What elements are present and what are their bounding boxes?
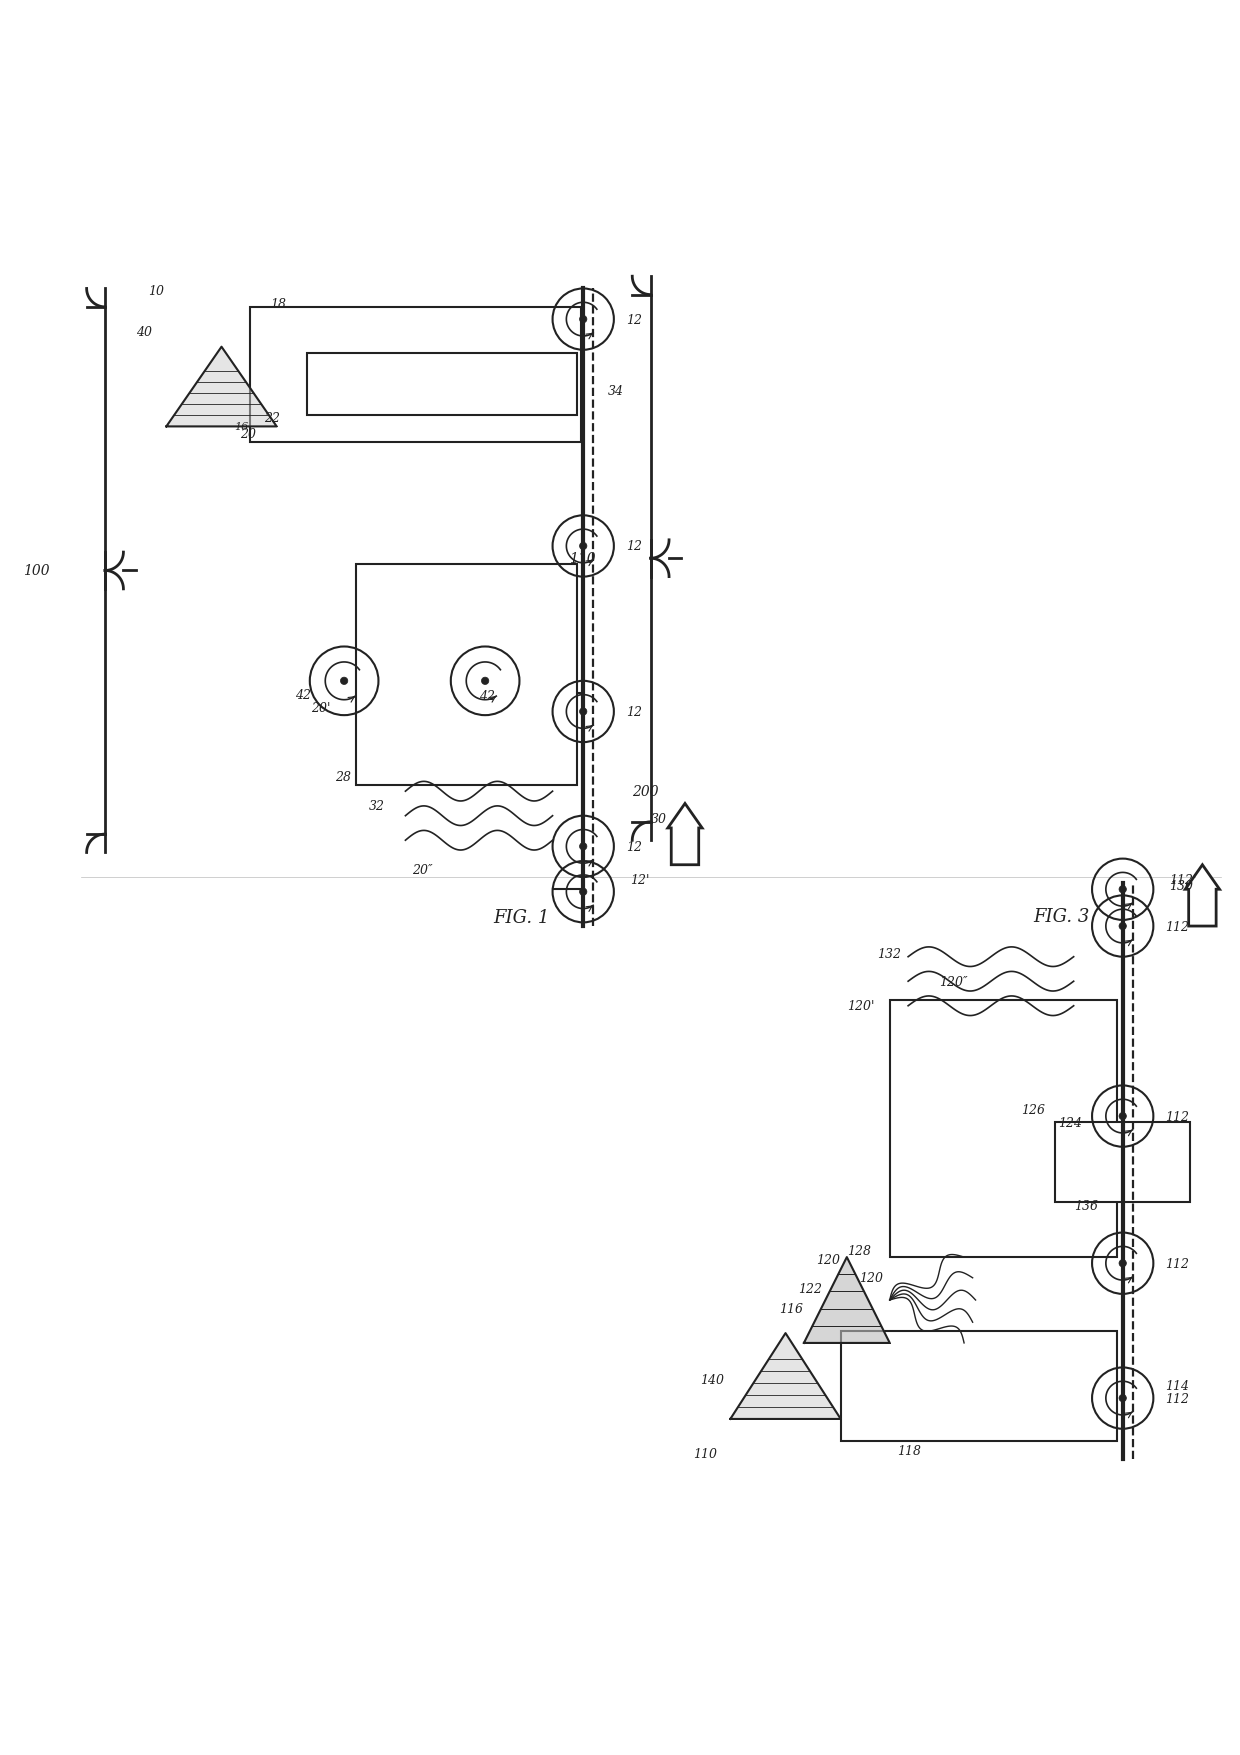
Text: FIG. 3: FIG. 3: [1033, 907, 1090, 925]
Text: 12: 12: [626, 706, 642, 718]
Circle shape: [341, 677, 347, 684]
Text: 18: 18: [270, 298, 286, 311]
Text: 34: 34: [608, 384, 624, 397]
Bar: [249, 307, 580, 442]
Bar: [841, 1330, 1116, 1441]
Text: 42: 42: [295, 688, 311, 702]
Circle shape: [579, 842, 587, 851]
Text: 100: 100: [24, 563, 50, 577]
Text: 112': 112': [1169, 874, 1197, 886]
Text: 40: 40: [135, 326, 151, 339]
Text: 140: 140: [699, 1374, 724, 1386]
Polygon shape: [1185, 865, 1220, 927]
Text: 20: 20: [239, 428, 255, 441]
Text: 120: 120: [859, 1272, 883, 1285]
Text: 22: 22: [264, 411, 280, 425]
FancyBboxPatch shape: [356, 565, 577, 786]
Text: 28: 28: [336, 770, 352, 783]
Text: 12: 12: [626, 541, 642, 553]
Text: 112: 112: [1166, 920, 1189, 934]
Circle shape: [579, 316, 587, 323]
Text: 124: 124: [1058, 1116, 1081, 1128]
Polygon shape: [166, 347, 277, 426]
Text: 120″: 120″: [939, 976, 967, 988]
Text: 118: 118: [897, 1444, 921, 1457]
Circle shape: [1118, 1395, 1126, 1402]
Polygon shape: [668, 804, 702, 865]
Polygon shape: [730, 1334, 841, 1420]
Text: 120: 120: [816, 1253, 841, 1267]
FancyBboxPatch shape: [890, 1000, 1116, 1257]
Circle shape: [579, 709, 587, 716]
Bar: [1055, 1123, 1190, 1202]
Text: 122: 122: [797, 1283, 822, 1295]
Text: 116: 116: [780, 1302, 804, 1314]
Text: 20': 20': [311, 702, 330, 714]
Text: 112: 112: [1166, 1109, 1189, 1123]
Text: 42: 42: [479, 690, 495, 702]
Text: FIG. 1: FIG. 1: [494, 909, 551, 927]
Text: 132: 132: [878, 948, 901, 960]
Text: 200: 200: [632, 784, 658, 799]
Text: 110: 110: [693, 1446, 718, 1460]
Text: 120': 120': [847, 1000, 874, 1013]
Text: 10: 10: [148, 286, 164, 298]
Text: 126: 126: [1021, 1104, 1045, 1116]
Text: 12: 12: [626, 314, 642, 326]
Circle shape: [1118, 1260, 1126, 1267]
Text: 114: 114: [1166, 1379, 1189, 1392]
Circle shape: [1118, 923, 1126, 930]
Circle shape: [481, 677, 489, 684]
Text: 110: 110: [569, 551, 595, 565]
Text: 30: 30: [651, 813, 667, 825]
Text: 112: 112: [1166, 1257, 1189, 1271]
Text: 128: 128: [847, 1244, 870, 1258]
Text: 32: 32: [368, 800, 384, 813]
Circle shape: [1118, 1113, 1126, 1120]
Text: 130: 130: [1169, 879, 1193, 893]
Circle shape: [579, 542, 587, 551]
Circle shape: [1118, 886, 1126, 893]
Text: 20″: 20″: [412, 863, 433, 878]
Text: 112: 112: [1166, 1392, 1189, 1404]
Circle shape: [579, 888, 587, 895]
Text: 12: 12: [626, 841, 642, 853]
Polygon shape: [804, 1257, 890, 1343]
Text: 136: 136: [1074, 1199, 1097, 1213]
Text: 16: 16: [234, 421, 248, 432]
Text: 12': 12': [630, 874, 650, 886]
Bar: [308, 355, 577, 416]
